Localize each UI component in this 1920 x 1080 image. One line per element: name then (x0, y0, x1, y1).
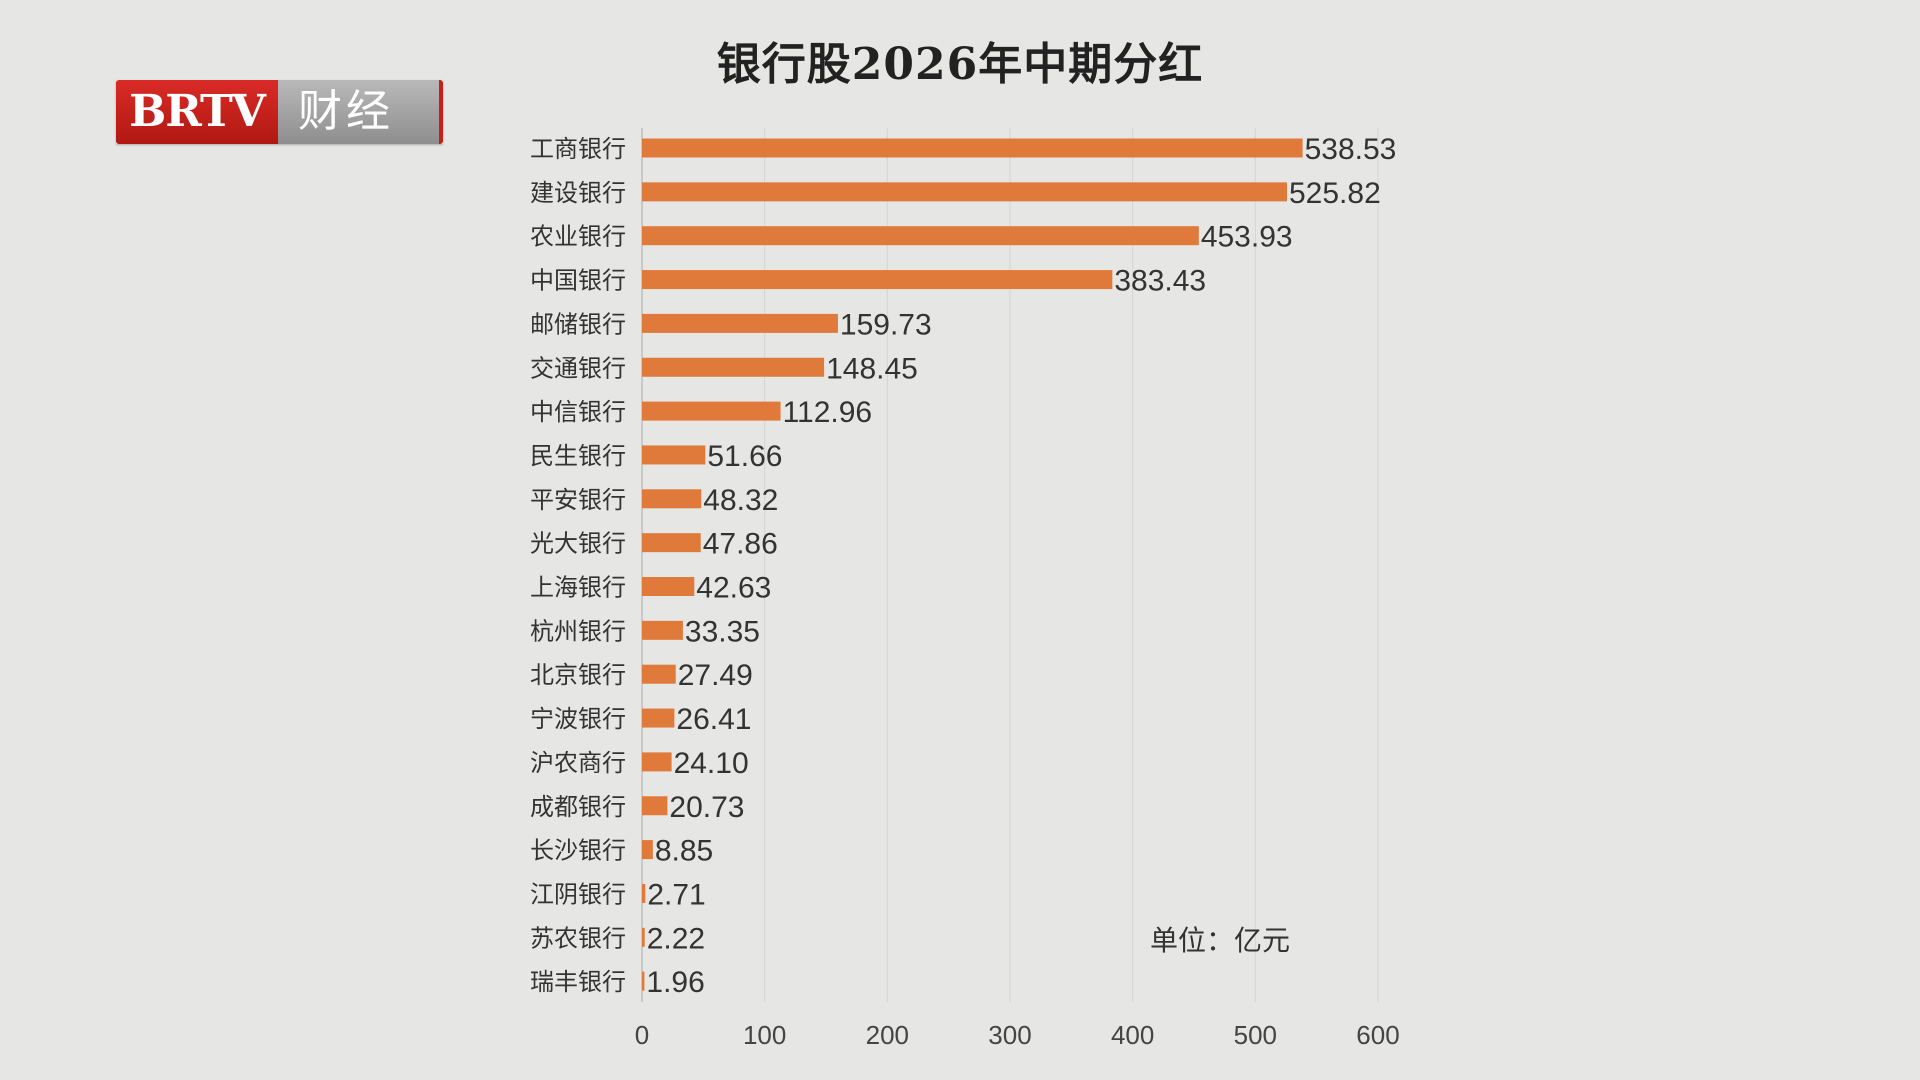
category-label: 交通银行 (530, 354, 626, 382)
category-label: 中国银行 (530, 267, 626, 295)
bar (642, 401, 781, 421)
category-label: 工商银行 (530, 135, 626, 163)
bar (642, 752, 672, 772)
x-tick-label: 100 (743, 1020, 786, 1050)
category-label: 江阴银行 (530, 880, 626, 908)
value-label: 538.53 (1305, 133, 1397, 166)
category-label: 瑞丰银行 (530, 968, 626, 996)
value-label: 47.86 (703, 528, 778, 561)
value-label: 8.85 (655, 835, 713, 868)
category-label: 平安银行 (530, 486, 626, 514)
value-label: 24.10 (674, 747, 749, 780)
category-label: 成都银行 (530, 793, 626, 821)
value-label: 383.43 (1114, 265, 1206, 298)
bar (642, 883, 646, 903)
category-label: 民生银行 (530, 442, 626, 470)
value-label: 525.82 (1289, 177, 1381, 210)
category-label: 上海银行 (530, 574, 626, 602)
value-label: 20.73 (669, 791, 744, 824)
bar (642, 313, 838, 333)
value-label: 27.49 (678, 659, 753, 692)
category-label: 北京银行 (530, 661, 626, 689)
bar (642, 620, 683, 640)
category-label: 杭州银行 (530, 617, 626, 645)
value-label: 159.73 (840, 308, 932, 341)
bar (642, 708, 675, 728)
category-label: 建设银行 (530, 179, 626, 207)
bar (642, 489, 702, 509)
value-label: 26.41 (676, 703, 751, 736)
category-label: 中信银行 (530, 398, 626, 426)
bar (642, 138, 1303, 158)
logo-channel-text: 财经 (278, 80, 443, 144)
unit-label: 单位：亿元 (1150, 924, 1291, 957)
bar (642, 840, 653, 860)
bar (642, 226, 1199, 246)
value-label: 2.71 (647, 878, 705, 911)
value-label: 33.35 (685, 615, 760, 648)
bar (642, 971, 645, 991)
x-tick-label: 500 (1234, 1020, 1277, 1050)
category-label: 邮储银行 (530, 310, 626, 338)
category-label: 宁波银行 (530, 705, 626, 733)
category-label: 光大银行 (530, 530, 626, 558)
value-label: 453.93 (1201, 221, 1293, 254)
value-label: 112.96 (783, 396, 873, 429)
value-label: 148.45 (826, 352, 918, 385)
bar (642, 577, 695, 596)
x-tick-label: 400 (1111, 1020, 1154, 1050)
category-label: 长沙银行 (530, 837, 626, 865)
chart-title: 银行股2026年中期分红 (716, 39, 1204, 90)
bar (642, 270, 1113, 290)
category-label: 沪农商行 (530, 749, 626, 777)
value-label: 48.32 (703, 484, 778, 517)
bar (642, 533, 701, 553)
x-tick-label: 600 (1356, 1020, 1399, 1050)
bar (642, 796, 668, 816)
value-label: 51.66 (707, 440, 782, 473)
category-label: 农业银行 (530, 223, 626, 251)
x-tick-label: 300 (988, 1020, 1031, 1050)
value-label: 2.22 (647, 922, 705, 955)
logo-brtv-text: BRTV (116, 80, 278, 144)
bar (642, 445, 706, 465)
bar (642, 927, 645, 947)
bar (642, 182, 1288, 202)
bar (642, 664, 676, 684)
value-label: 1.96 (646, 966, 704, 999)
x-tick-label: 200 (866, 1020, 909, 1050)
x-tick-label: 0 (635, 1020, 649, 1050)
category-label: 苏农银行 (530, 924, 626, 952)
brtv-logo: BRTV 财经 (116, 80, 443, 144)
value-label: 42.63 (696, 572, 771, 605)
bar (642, 357, 825, 377)
